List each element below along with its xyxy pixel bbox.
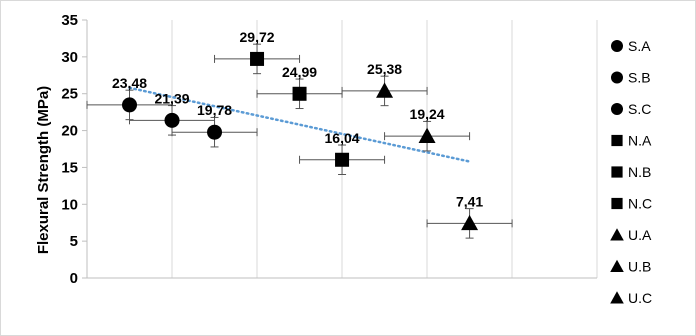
legend-label: U.C xyxy=(628,290,652,306)
legend-marker xyxy=(611,166,623,178)
data-label: 24,99 xyxy=(282,64,317,80)
y-tick-label: 30 xyxy=(61,49,78,66)
y-tick-label: 35 xyxy=(61,12,78,29)
y-tick-label: 25 xyxy=(61,86,78,103)
data-label: 7,41 xyxy=(456,193,483,209)
data-label: 16,04 xyxy=(325,130,360,146)
legend-label: S.C xyxy=(628,101,651,117)
y-tick-label: 20 xyxy=(61,123,78,140)
data-label: 29,72 xyxy=(240,29,275,45)
data-point-s-c xyxy=(207,124,223,140)
data-labels: 23,48 21,39 19,78 29,72 24,99 16,04 25,38 19,24… xyxy=(112,29,483,209)
data-label: 23,48 xyxy=(112,75,147,91)
y-tick-label: 0 xyxy=(70,270,78,287)
legend-marker xyxy=(610,259,624,272)
trendline xyxy=(128,86,471,163)
y-tick-label: 5 xyxy=(70,233,78,250)
data-point-u-a xyxy=(376,82,394,98)
legend-marker xyxy=(611,134,623,147)
data-point-s-b xyxy=(164,112,180,128)
legend-marker xyxy=(610,291,624,304)
data-label: 21,39 xyxy=(154,90,189,106)
legend-marker xyxy=(610,228,624,241)
data-point-n-c xyxy=(335,152,350,167)
y-axis-label: Flexural Strength (MPa) xyxy=(35,86,52,254)
y-tick-label: 15 xyxy=(61,159,78,176)
markers xyxy=(122,51,479,231)
y-tick-label: 10 xyxy=(61,196,78,213)
legend-label: S.B xyxy=(628,70,651,86)
data-label: 19,24 xyxy=(410,106,445,122)
data-label: 19,78 xyxy=(197,102,232,118)
legend-label: N.C xyxy=(628,196,652,212)
data-point-n-a xyxy=(250,51,265,66)
data-label: 25,38 xyxy=(367,61,402,77)
legend-label: U.B xyxy=(628,259,651,275)
data-point-u-b xyxy=(418,127,436,143)
data-point-n-b xyxy=(292,86,307,101)
legend-marker xyxy=(611,71,623,84)
trendline-layer xyxy=(128,86,471,163)
legend-marker xyxy=(611,103,623,115)
data-point-u-c xyxy=(461,214,479,231)
legend: S.A S.B S.C N.A N.B N.C U.A U.B U.C xyxy=(610,38,652,306)
legend-label: N.A xyxy=(628,133,652,149)
legend-label: N.B xyxy=(628,164,651,180)
data-point-s-a xyxy=(122,97,138,113)
legend-marker xyxy=(611,197,623,210)
legend-marker xyxy=(611,40,623,52)
axes: 0 5 10 15 20 25 30 35 xyxy=(61,12,597,287)
legend-label: S.A xyxy=(628,38,651,54)
legend-label: U.A xyxy=(628,227,652,243)
